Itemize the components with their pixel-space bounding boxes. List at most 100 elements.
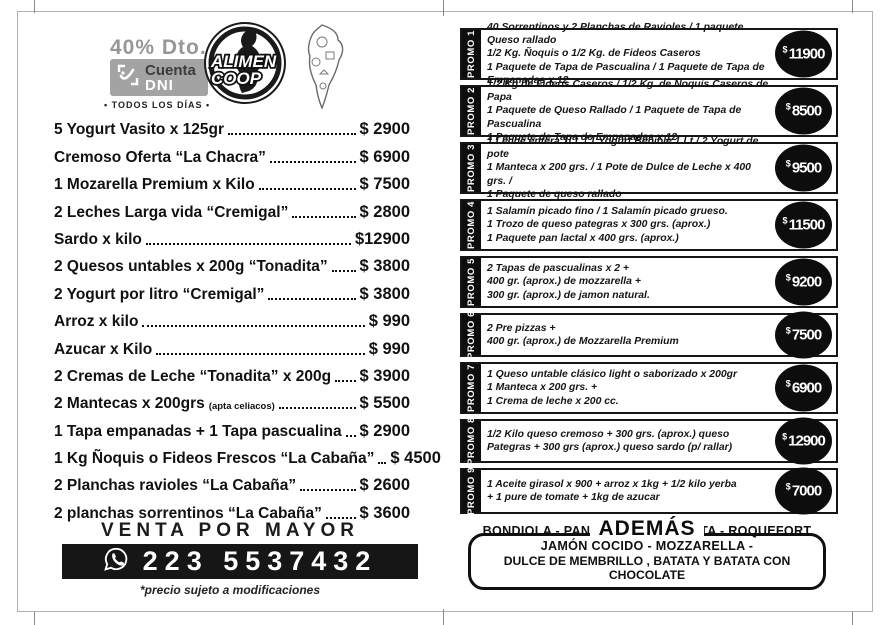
promo-price: 12900 [788, 432, 826, 450]
promo-line: 300 gr. (aprox.) de jamon natural. [487, 289, 650, 301]
promo-line: 1 Crema de leche x 200 cc. [487, 395, 619, 407]
item-price: $ 2900 [359, 421, 410, 440]
promo-box-3: PROMO 3 1 Leche entera 1Lt. / 1 Yogurt B… [460, 136, 838, 200]
item-name: 2 Leches Larga vida “Cremigal” [54, 203, 289, 221]
currency-symbol: $ [785, 325, 791, 336]
price-list-row: Cremoso Oferta “La Chacra” $ 6900 [54, 139, 410, 166]
item-name: 2 Yogurt por litro “Cremigal” [54, 285, 265, 303]
promo-price: 9200 [791, 273, 822, 291]
dotted-leader [142, 325, 365, 328]
item-note: (apta celiacos) [208, 401, 275, 413]
item-price: $ 2800 [359, 202, 410, 221]
alimencoop-logo: ALIMEN COOP [202, 20, 288, 111]
crop-mark [443, 609, 444, 625]
currency-symbol: $ [785, 272, 791, 283]
left-page: 40% Dto. Cuenta DNI • TODOS LOS DÍAS • [40, 18, 441, 610]
promo-line: 400 gr. (aprox.) de Mozzarella Premium [487, 336, 679, 347]
cuenta-dni-badge: Cuenta DNI [110, 59, 208, 96]
currency-symbol: $ [782, 431, 788, 442]
item-price: $ 5500 [359, 394, 410, 413]
ademas-line: JAMÓN COCIDO - MOZZARELLA - [540, 539, 754, 553]
dotted-leader [300, 489, 356, 492]
promo-box-4: PROMO 4 1 Salamín picado fino / 1 Salamí… [460, 199, 838, 251]
promo-line: 1 Paquete de Tapa de Empanadas x 12 [487, 131, 678, 143]
phone-number: 223 5537432 [142, 546, 378, 576]
currency-symbol: $ [782, 44, 788, 55]
item-name: 5 Yogurt Vasito x 125gr [54, 121, 224, 139]
price-list-row: Azucar x Kilo $ 990 [54, 331, 410, 358]
promo-price-badge: $8500 [775, 87, 832, 135]
item-price: $12900 [354, 229, 410, 248]
price-list-row: 1 Tapa empanadas + 1 Tapa pascualina $ 29… [54, 413, 410, 440]
promo-box-2: PROMO 2 1/2 Kg de Fideos Caseros / 1/2 K… [460, 79, 838, 143]
item-price: $ 3800 [359, 284, 410, 303]
ademas-line: DULCE DE MEMBRILLO , BATATA Y BATATA CON… [503, 554, 791, 582]
price-list-row: 2 Quesos untables x 200g “Tonadita” $ 380… [54, 249, 410, 276]
price-list: 5 Yogurt Vasito x 125gr $ 2900 Cremoso Of… [54, 112, 441, 523]
promo-label: PROMO 3 [462, 144, 481, 192]
promo-line: 1/2 Kg. Ñoquis o 1/2 Kg. de Fideos Caser… [487, 48, 701, 60]
promo-price-badge: $11900 [775, 30, 832, 78]
dotted-leader [292, 215, 356, 218]
item-name: Cremoso Oferta “La Chacra” [54, 148, 266, 166]
item-price: $ 2600 [359, 476, 410, 495]
crop-mark [34, 0, 35, 13]
promo-label: PROMO 1 [462, 30, 481, 78]
promo-price: 9500 [791, 159, 822, 177]
promo-line: Pategras + 300 grs (aprox.) queso sardo … [487, 442, 733, 453]
item-name: 1 Mozarella Premium x Kilo [54, 176, 255, 194]
price-list-row: 2 Planchas ravioles “La Cabaña” $ 2600 [54, 468, 410, 495]
promo-line: 1 Trozo de queso pategras x 300 grs. (ap… [487, 219, 711, 231]
crop-mark [443, 0, 444, 16]
ademas-title: ADEMÁS [460, 517, 834, 541]
smiley-brackets-icon [115, 62, 141, 93]
promo-price-badge: $7500 [775, 311, 832, 359]
dotted-leader [156, 352, 365, 355]
dotted-leader [228, 133, 356, 136]
dotted-leader [278, 407, 356, 410]
promo-box-6: PROMO 6 2 Pre pizzas + 400 gr. (aprox.) … [460, 311, 838, 359]
price-list-row: Sardo x kilo $12900 [54, 222, 410, 249]
promo-label: PROMO 5 [462, 258, 481, 306]
price-list-row: 2 Leches Larga vida “Cremigal” $ 2800 [54, 194, 410, 221]
promo-price: 7500 [791, 326, 822, 344]
dni-caption: • TODOS LOS DÍAS • [104, 100, 211, 110]
hand-plant-glyph [235, 28, 261, 93]
item-name: 2 Cremas de Leche “Tonadita” x 200g [54, 367, 332, 385]
price-list-row: 2 planchas sorrentinos “La Cabaña” $ 3600 [54, 495, 410, 522]
promo-line: 1 Paquete pan lactal x 400 grs. (aprox.) [487, 232, 679, 244]
discount-label: 40% Dto. [110, 36, 207, 59]
promo-price: 7000 [791, 482, 822, 500]
dotted-leader [145, 242, 351, 245]
promo-price-badge: $12900 [775, 417, 832, 465]
item-price: $ 3900 [359, 366, 410, 385]
promo-line: 40 Sorrentinos y 2 Planchas de Ravioles … [487, 22, 744, 47]
promo-price-badge: $9500 [775, 144, 832, 192]
promo-price-badge: $11500 [775, 201, 832, 249]
currency-symbol: $ [782, 215, 788, 226]
currency-symbol: $ [785, 101, 791, 112]
crop-mark [852, 0, 853, 13]
crop-mark [34, 612, 35, 625]
promo-price: 8500 [791, 102, 822, 120]
promo-line: 1 Salamín picado fino / 1 Salamín picado… [487, 206, 728, 218]
map-illustration [292, 22, 354, 115]
wholesale-title: VENTA POR MAYOR [101, 520, 359, 541]
phone-bar: 223 5537432 [62, 544, 418, 579]
promo-box-5: PROMO 5 2 Tapas de pascualinas x 2 + 400… [460, 256, 838, 308]
dotted-leader [378, 462, 387, 465]
promo-line: + 1 pure de tomate + 1kg de azucar [487, 492, 660, 503]
price-list-row: 1 Kg Ñoquis o Fideos Frescos “La Cabaña”… [54, 441, 441, 468]
item-price: $ 2900 [359, 120, 410, 139]
dotted-leader [331, 270, 356, 273]
dotted-leader [345, 434, 356, 437]
promo-box-7: PROMO 7 1 Queso untable clásico light o … [460, 362, 838, 414]
item-price: $ 7500 [359, 175, 410, 194]
price-disclaimer: *precio sujeto a modificaciones [139, 583, 321, 597]
promo-price: 6900 [791, 379, 822, 397]
price-list-row: 2 Yogurt por litro “Cremigal” $ 3800 [54, 276, 410, 303]
currency-symbol: $ [785, 481, 791, 492]
promo-label: PROMO 7 [462, 364, 481, 412]
right-page: PROMO 1 40 Sorrentinos y 2 Planchas de R… [460, 0, 838, 625]
